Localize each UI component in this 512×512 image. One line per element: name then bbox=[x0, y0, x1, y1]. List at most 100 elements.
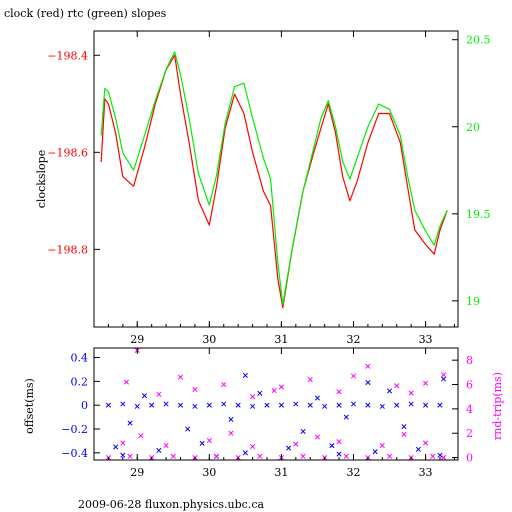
slope-y-axis-label: clockslope bbox=[35, 150, 48, 208]
offset-rndtrip-point bbox=[423, 440, 429, 446]
offset-offset-point bbox=[206, 402, 212, 408]
offset-x-tick-label: 33 bbox=[419, 466, 433, 479]
offset-rndtrip-point bbox=[250, 444, 256, 450]
slope-y-tick-label: −198.8 bbox=[47, 243, 88, 256]
offset-rndtrip-point bbox=[257, 453, 263, 459]
offset-rndtrip-point bbox=[350, 373, 357, 379]
offset-offset-point bbox=[105, 402, 111, 408]
offset-rndtrip-point bbox=[271, 388, 277, 394]
offset-rndtrip-point bbox=[177, 374, 184, 380]
offset-offset-point bbox=[177, 402, 184, 408]
offset-rndtrip-point bbox=[441, 372, 447, 378]
offset-offset-point bbox=[278, 402, 284, 408]
offset-plot-area bbox=[105, 347, 447, 461]
offset-offset-point bbox=[365, 379, 371, 386]
slope-y2-tick-label: 19 bbox=[466, 295, 480, 308]
offset-offset-point bbox=[192, 403, 198, 409]
slope-x-tick-label: 32 bbox=[346, 333, 360, 346]
offset-offset-point bbox=[149, 402, 155, 408]
offset-offset-point bbox=[336, 402, 342, 408]
offset-offset-point bbox=[314, 395, 320, 401]
offset-rndtrip-point bbox=[156, 391, 162, 397]
offset-offset-point bbox=[437, 452, 443, 458]
offset-offset-point bbox=[163, 401, 169, 407]
offset-offset-point bbox=[379, 403, 385, 409]
offset-offset-point bbox=[394, 402, 400, 408]
offset-offset-point bbox=[120, 452, 126, 458]
offset-rndtrip-point bbox=[336, 389, 342, 395]
offset-y-axis-label: offset(ms) bbox=[23, 378, 36, 434]
offset-rndtrip-point bbox=[221, 381, 227, 388]
offset-offset-point bbox=[199, 440, 205, 446]
offset-offset-point bbox=[401, 424, 407, 430]
offset-rndtrip-point bbox=[228, 430, 234, 436]
offset-offset-point bbox=[350, 401, 357, 407]
slope-axes: 29 30 31 32 33 −198.4 −198.6 −198.8 19 19.5 20 20.5 bbox=[47, 31, 491, 346]
offset-offset-point bbox=[134, 403, 140, 409]
offset-offset-point bbox=[264, 402, 270, 408]
offset-rndtrip-point bbox=[394, 383, 400, 389]
offset-offset-point bbox=[415, 446, 421, 452]
offset-y2-tick-label: 2 bbox=[466, 427, 473, 440]
offset-offset-point bbox=[322, 403, 328, 409]
offset-offset-point bbox=[441, 376, 447, 382]
offset-offset-point bbox=[235, 402, 241, 408]
rndtrip-y-axis-label: rnd-trip(ms) bbox=[491, 372, 504, 440]
offset-rndtrip-point bbox=[423, 380, 429, 386]
offset-rndtrip-point bbox=[250, 394, 256, 400]
slope-series-rtc-line bbox=[100, 51, 448, 305]
offset-x-tick-label: 32 bbox=[346, 466, 360, 479]
slope-y2-tick-label: 19.5 bbox=[466, 208, 491, 221]
slope-series-clock-line bbox=[100, 54, 448, 309]
slope-plot-area bbox=[100, 51, 448, 309]
offset-offset-point bbox=[242, 372, 248, 378]
offset-rndtrip-point bbox=[336, 439, 342, 445]
slope-y2-tick-label: 20.5 bbox=[466, 34, 491, 47]
offset-offset-point bbox=[386, 388, 393, 394]
offset-y-tick-label: −0.2 bbox=[61, 423, 88, 436]
slope-x-tick-label: 33 bbox=[419, 333, 433, 346]
slope-x-tick-label: 30 bbox=[202, 333, 216, 346]
slope-chart: 29 30 31 32 33 −198.4 −198.6 −198.8 19 19.5 20 20.5… bbox=[35, 30, 491, 346]
offset-rndtrip-point bbox=[343, 453, 349, 459]
offset-rndtrip-point bbox=[206, 437, 212, 444]
offset-offset-point bbox=[307, 402, 313, 408]
offset-offset-point bbox=[127, 420, 133, 426]
offset-x-tick-label: 30 bbox=[202, 466, 216, 479]
slope-plot-frame bbox=[93, 30, 459, 328]
offset-rndtrip-point bbox=[123, 379, 129, 385]
offset-rndtrip-point bbox=[170, 453, 176, 459]
offset-rndtrip-point bbox=[163, 442, 169, 448]
slope-y2-tick-label: 20 bbox=[466, 121, 480, 134]
offset-offset-point bbox=[185, 426, 191, 432]
offset-offset-point bbox=[437, 402, 443, 408]
offset-offset-point bbox=[156, 447, 162, 454]
offset-rndtrip-point bbox=[120, 440, 126, 446]
offset-offset-point bbox=[365, 402, 371, 408]
offset-offset-point bbox=[221, 401, 227, 407]
offset-rndtrip-point bbox=[441, 455, 447, 461]
offset-y2-tick-label: 0 bbox=[466, 452, 473, 465]
offset-rndtrip-point bbox=[408, 390, 414, 396]
offset-rndtrip-point bbox=[314, 434, 320, 440]
offset-offset-point bbox=[242, 450, 248, 456]
slope-y-tick-label: −198.4 bbox=[47, 49, 88, 62]
offset-y2-tick-label: 6 bbox=[466, 379, 473, 392]
offset-rndtrip-point bbox=[127, 453, 133, 459]
offset-offset-point bbox=[228, 416, 234, 423]
footer-host-date: 2009-06-28 fluxon.physics.ubc.ca bbox=[78, 498, 264, 511]
offset-rndtrip-point bbox=[293, 441, 299, 447]
offset-rndtrip-point bbox=[430, 453, 436, 459]
offset-rndtrip-point bbox=[386, 453, 393, 459]
slope-x-tick-label: 29 bbox=[130, 333, 144, 346]
offset-y2-tick-label: 8 bbox=[466, 354, 473, 367]
offset-offset-point bbox=[329, 443, 335, 449]
offset-chart: 29 30 31 32 33 0.4 0.2 0 −0.2 −0.4 0 2 4 6 8 offset(ms… bbox=[23, 347, 504, 479]
offset-rndtrip-point bbox=[307, 377, 313, 383]
offset-y-tick-label: −0.4 bbox=[61, 447, 88, 460]
offset-rndtrip-point bbox=[379, 442, 385, 448]
offset-offset-point bbox=[300, 428, 306, 434]
offset-x-tick-label: 31 bbox=[274, 466, 288, 479]
offset-rndtrip-point bbox=[213, 453, 220, 459]
offset-y-tick-label: 0.2 bbox=[71, 375, 89, 388]
